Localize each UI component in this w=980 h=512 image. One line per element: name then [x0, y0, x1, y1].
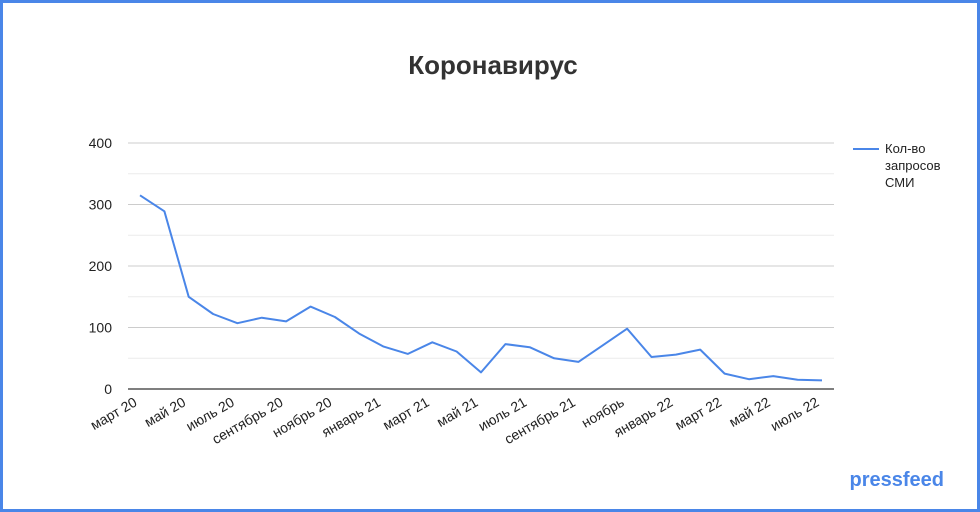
- x-tick-label: март 20: [88, 394, 140, 433]
- legend-label: СМИ: [885, 175, 914, 190]
- x-tick-label: май 21: [434, 394, 481, 430]
- gridlines: [128, 142, 834, 359]
- data-point[interactable]: [649, 354, 655, 360]
- chart-title: Коронавирус: [408, 50, 577, 80]
- x-tick-label: март 22: [672, 394, 724, 433]
- data-point[interactable]: [234, 320, 240, 326]
- data-point[interactable]: [454, 348, 460, 354]
- y-tick-label: 0: [104, 381, 112, 397]
- data-point[interactable]: [819, 377, 825, 383]
- data-point[interactable]: [381, 344, 387, 350]
- x-tick-label: июль 22: [768, 394, 822, 434]
- data-point[interactable]: [795, 377, 801, 383]
- y-tick-label: 200: [89, 258, 113, 274]
- data-point[interactable]: [332, 314, 338, 320]
- y-tick-label: 300: [89, 197, 113, 213]
- x-tick-label: май 20: [142, 394, 189, 430]
- data-point[interactable]: [308, 304, 314, 310]
- data-point[interactable]: [600, 342, 606, 348]
- data-point[interactable]: [405, 351, 411, 357]
- data-point[interactable]: [502, 341, 508, 347]
- data-point[interactable]: [186, 294, 192, 300]
- legend[interactable]: Кол-во запросов СМИ: [853, 141, 941, 190]
- data-point[interactable]: [624, 326, 630, 332]
- data-point[interactable]: [283, 318, 289, 324]
- pressfeed-watermark: pressfeed: [849, 469, 945, 491]
- series-group: [137, 192, 825, 383]
- data-point[interactable]: [551, 355, 557, 361]
- data-point[interactable]: [356, 331, 362, 337]
- legend-label: запросов: [885, 158, 941, 173]
- data-point[interactable]: [259, 315, 265, 321]
- data-point[interactable]: [770, 373, 776, 379]
- data-point[interactable]: [673, 352, 679, 358]
- x-tick-label: март 21: [380, 394, 432, 433]
- data-point[interactable]: [746, 376, 752, 382]
- data-point[interactable]: [527, 344, 533, 350]
- data-point[interactable]: [478, 369, 484, 375]
- data-point[interactable]: [161, 208, 167, 214]
- data-point[interactable]: [210, 311, 216, 317]
- data-point[interactable]: [429, 339, 435, 345]
- y-tick-label: 100: [89, 320, 113, 336]
- x-tick-label: май 22: [726, 394, 773, 430]
- data-point[interactable]: [722, 371, 728, 377]
- series-line[interactable]: [139, 194, 823, 382]
- data-point[interactable]: [137, 192, 143, 198]
- data-point[interactable]: [575, 359, 581, 365]
- data-point[interactable]: [697, 347, 703, 353]
- y-axis-ticks: 0 100 200 300 400: [89, 135, 113, 397]
- y-tick-label: 400: [89, 135, 113, 151]
- legend-label: Кол-во: [885, 141, 925, 156]
